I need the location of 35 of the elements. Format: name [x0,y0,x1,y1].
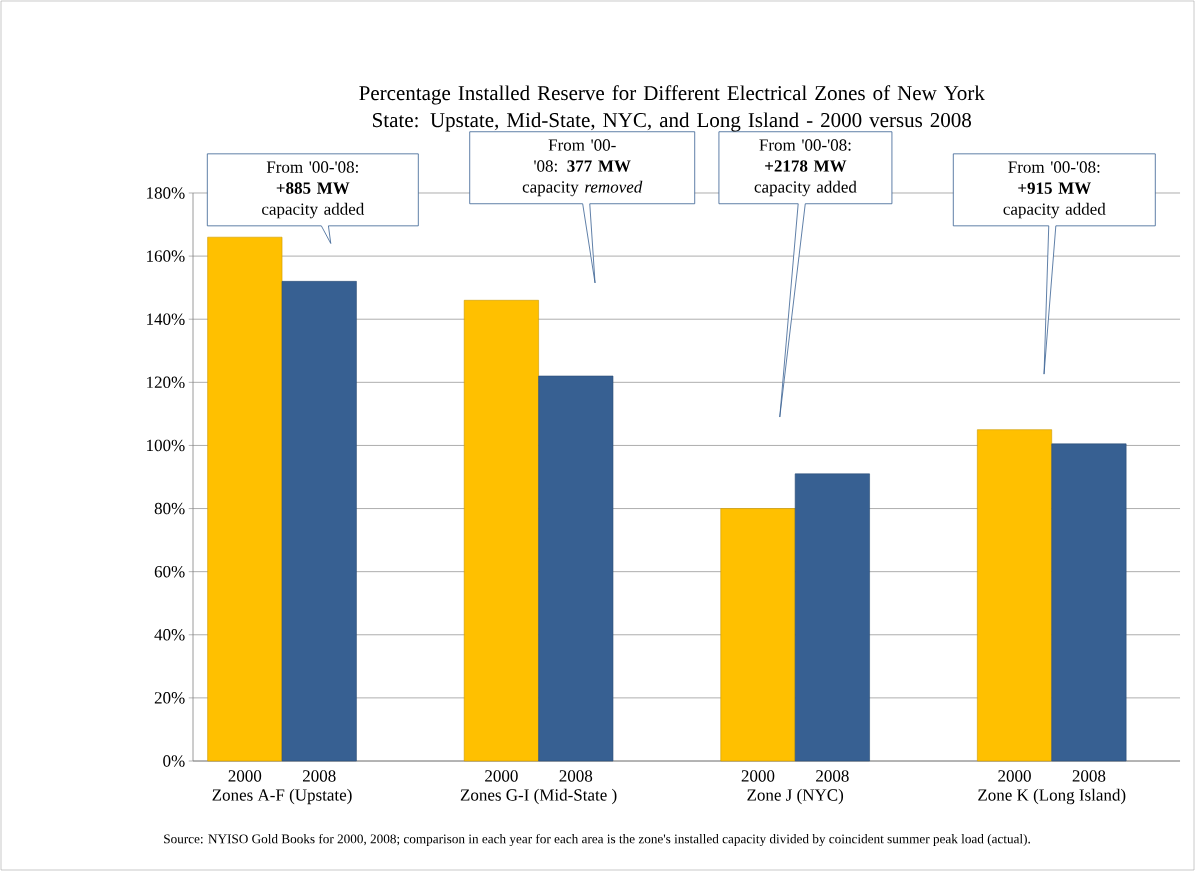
source-note: Source: NYISO Gold Books for 2000, 2008; comparison in each year for each area is the zone's installed capacity divided by coincident summer peak load (actual). [164,833,1030,847]
series-label: 2000 [228,770,262,782]
text: 2000 [485,770,518,782]
y-tick-label: 180% [147,187,185,199]
x-tick-label: Zone J (NYC) [747,788,844,805]
y-tick-label: 120% [147,376,185,389]
text: 2008 [559,770,593,782]
x-tick-label: Zones G-I (Mid-State ) [460,788,617,805]
y-tick-label: 0% [163,755,185,767]
bar [977,429,1053,762]
bar [463,299,539,762]
x-tick-label: Zones A-F (Upstate) [212,788,352,805]
y-tick-label: 40% [154,629,185,641]
annotation: From '00-'08: +885 MW capacity added [262,161,365,219]
bar [1051,443,1127,762]
y-tick-label: 100% [147,439,185,452]
y-tick-label: 160% [147,250,185,262]
annotation: From '00-'08: 377 MW capacity removed [522,139,643,197]
text: 2000 [998,770,1031,782]
bar [720,508,796,762]
x-tick-label: Zone K (Long Island) [978,788,1126,805]
annotation: From '00-'08: +915 MW capacity added [1003,161,1106,219]
series-label: 2008 [302,770,336,782]
y-tick-label: 140% [147,313,185,325]
bar [281,281,357,762]
bar [538,375,614,762]
y-tick-label: 80% [154,502,185,515]
annotation: From '00-'08: +2178 MW capacity added [754,139,857,197]
text: 2008 [816,770,849,782]
y-tick-label: 60% [154,565,185,578]
bar [794,473,870,762]
y-tick-label: 20% [154,692,185,704]
text: 2000 [741,770,775,782]
text: 2008 [1072,770,1106,782]
chart-title: Percentage Installed Reserve for Different Electrical Zones of New York State: Upstate, Mid-State, NYC, and Long Island - 2000 versus 2008 [359,85,985,132]
